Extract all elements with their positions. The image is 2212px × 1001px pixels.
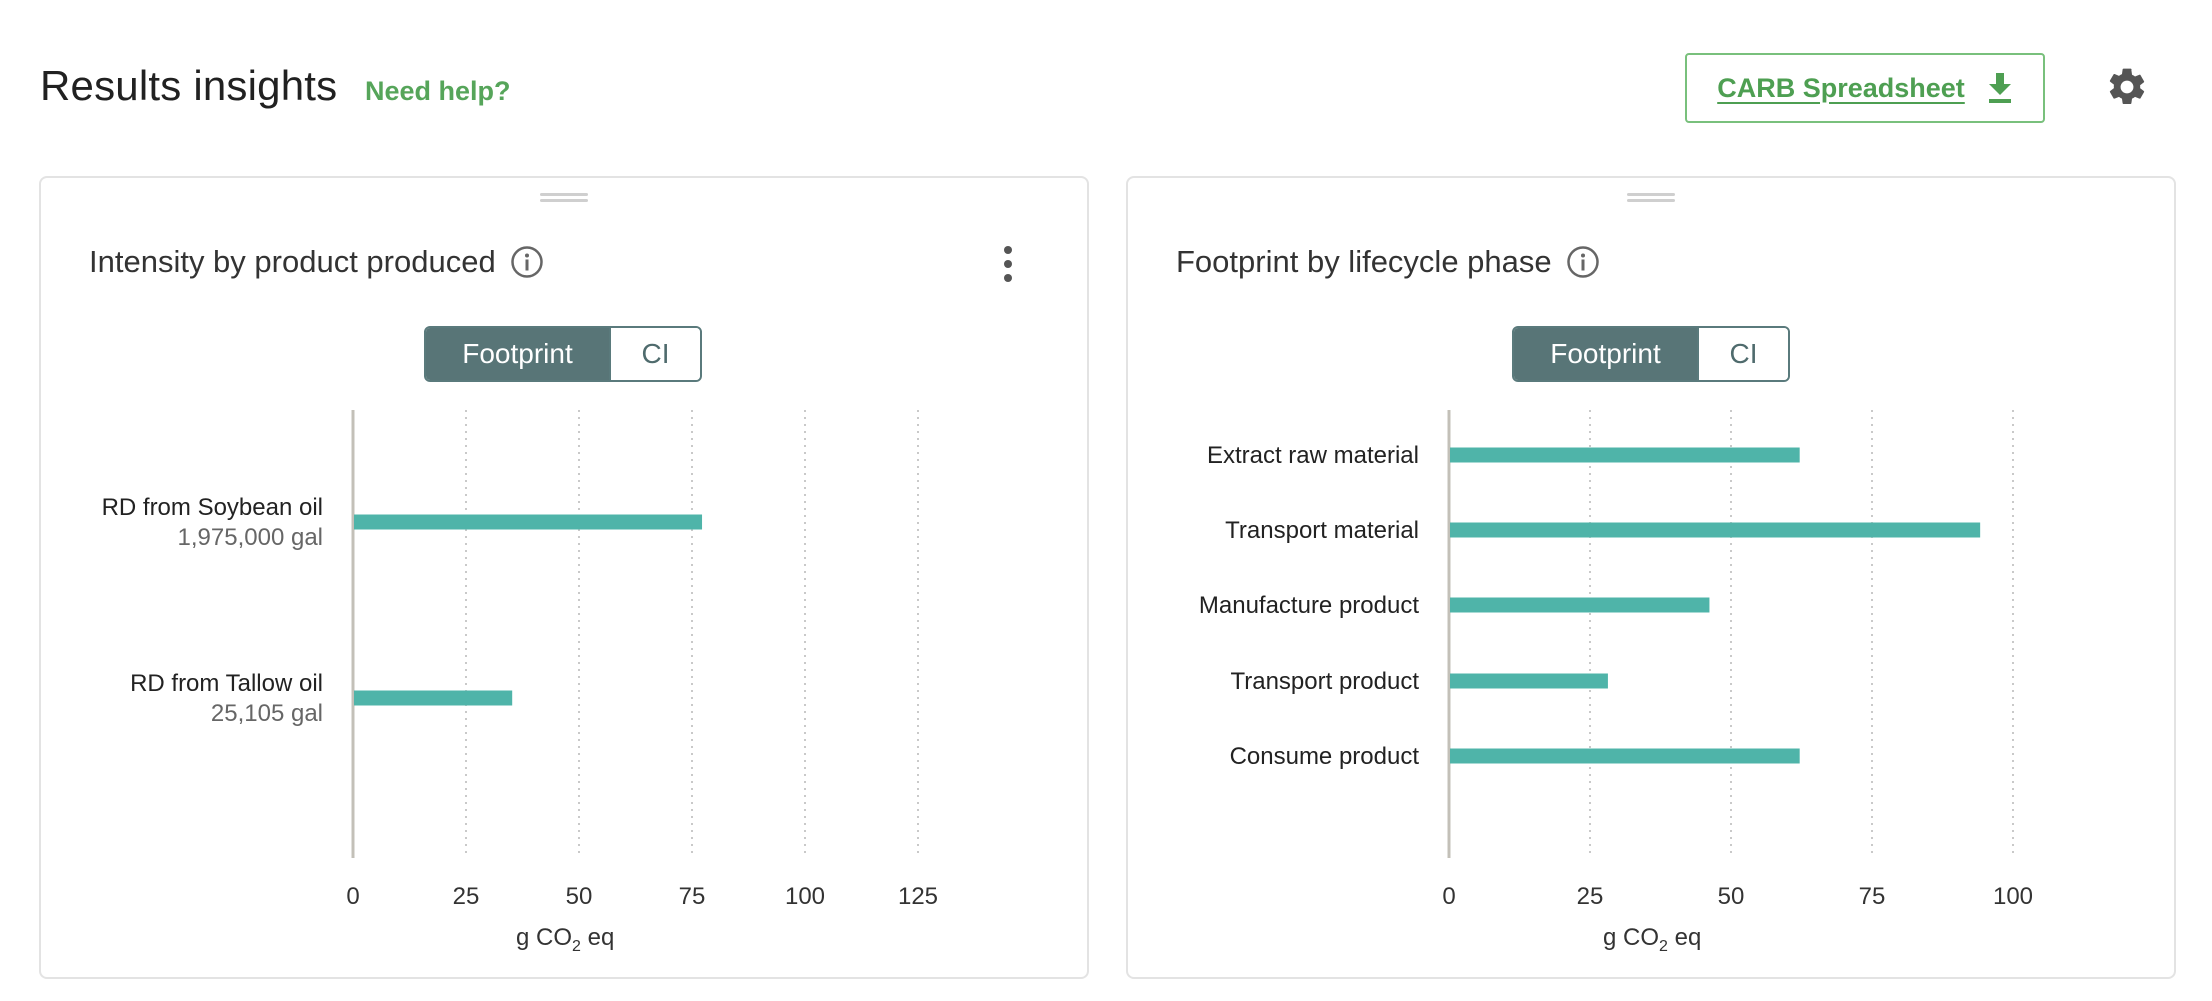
bar[interactable]	[1450, 597, 1710, 613]
x-tick-label: 0	[1442, 883, 1455, 910]
toggle-ci[interactable]: CI	[1697, 328, 1788, 380]
x-tick-label: 25	[1577, 883, 1604, 910]
info-icon[interactable]	[510, 245, 544, 279]
x-tick-label: 50	[1718, 883, 1745, 910]
drag-handle[interactable]	[540, 193, 588, 202]
bar[interactable]	[354, 514, 703, 530]
toggle-ci[interactable]: CI	[609, 328, 700, 380]
toggle-footprint[interactable]: Footprint	[1514, 328, 1697, 380]
need-help-link[interactable]: Need help?	[365, 76, 511, 106]
bar[interactable]	[1450, 748, 1800, 764]
bar[interactable]	[1450, 522, 1981, 538]
category-label: RD from Tallow oil	[130, 670, 323, 697]
x-tick-label: 75	[1859, 883, 1886, 910]
page-header: Results insights Need help? CARB Spreads…	[0, 0, 2212, 170]
card-title-text: Footprint by lifecycle phase	[1176, 244, 1552, 279]
category-label: Transport product	[1230, 668, 1419, 695]
product-intensity-chart: 0 25 50 75 100 125 RD from Soybean oil 1,975,00…	[102, 410, 938, 910]
x-tick-label: 75	[679, 883, 706, 910]
category-label: RD from Soybean oil	[102, 494, 323, 521]
x-axis-title: g CO2 eq	[516, 924, 615, 955]
toggle-footprint[interactable]: Footprint	[426, 328, 609, 380]
x-tick-label: 25	[453, 883, 480, 910]
card-title: Intensity by product produced	[89, 244, 544, 280]
info-icon[interactable]	[1566, 245, 1600, 279]
intensity-by-product-card: Intensity by product produced Footprint …	[39, 176, 1089, 979]
card-title: Footprint by lifecycle phase	[1176, 244, 1600, 280]
x-tick-label: 100	[1993, 883, 2033, 910]
x-tick-label: 100	[785, 883, 825, 910]
x-tick-label: 125	[898, 883, 938, 910]
lifecycle-footprint-chart: 0 25 50 75 100 Extract raw material Transport …	[1199, 410, 2033, 910]
carb-spreadsheet-download-button[interactable]: CARB Spreadsheet	[1685, 53, 2045, 123]
category-label: Consume product	[1230, 743, 1420, 770]
category-label: Manufacture product	[1199, 592, 1419, 619]
bar[interactable]	[1450, 447, 1800, 463]
drag-handle[interactable]	[1627, 193, 1675, 202]
footprint-ci-toggle: Footprint CI	[424, 326, 702, 382]
card-title-text: Intensity by product produced	[89, 244, 496, 279]
more-options-icon[interactable]	[995, 244, 1021, 284]
download-button-label: CARB Spreadsheet	[1717, 72, 1965, 103]
category-label: Extract raw material	[1207, 442, 1419, 469]
category-sublabel: 25,105 gal	[211, 700, 323, 727]
footprint-ci-toggle: Footprint CI	[1512, 326, 1790, 382]
x-tick-label: 0	[346, 883, 359, 910]
bar[interactable]	[1450, 673, 1608, 689]
category-sublabel: 1,975,000 gal	[178, 524, 323, 551]
download-icon	[1988, 73, 2011, 103]
x-axis-title: g CO2 eq	[1603, 924, 1702, 955]
x-tick-label: 50	[566, 883, 593, 910]
bar[interactable]	[354, 690, 513, 706]
category-label: Transport material	[1225, 517, 1419, 544]
gear-icon[interactable]	[2105, 65, 2149, 109]
footprint-by-lifecycle-card: Footprint by lifecycle phase Footprint C…	[1126, 176, 2176, 979]
page-title: Results insights	[40, 62, 338, 109]
